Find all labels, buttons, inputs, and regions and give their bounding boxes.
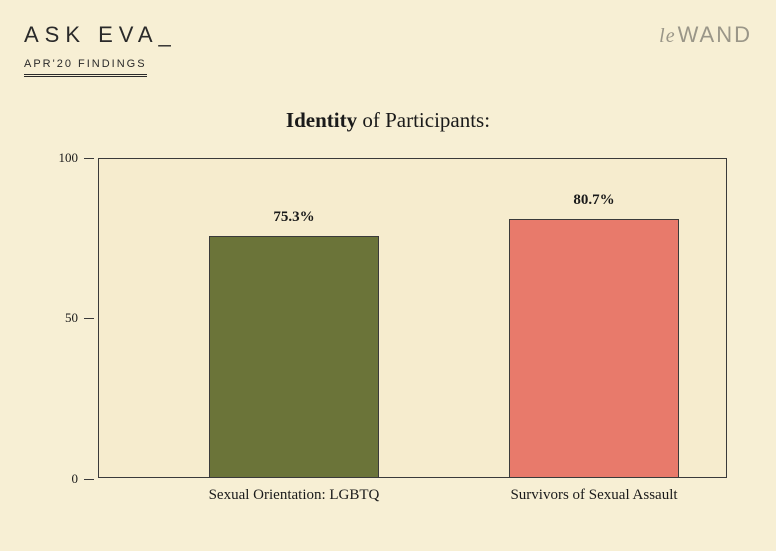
chart-title: Identity of Participants: — [0, 108, 776, 133]
bar — [209, 236, 379, 477]
brand-cursor: _ — [159, 22, 177, 47]
y-axis: 0 50 100 — [62, 158, 98, 478]
brand-block: ASK EVA_ APR'20 FINDINGS — [24, 22, 177, 77]
y-tick-label: 50 — [56, 310, 78, 326]
category-label: Sexual Orientation: LGBTQ — [164, 487, 424, 504]
logo-le: le — [659, 25, 675, 47]
bar — [509, 219, 679, 477]
logo-wand: WAND — [678, 22, 752, 47]
brand-name: ASK EVA — [24, 22, 159, 47]
chart-title-bold: Identity — [286, 108, 357, 132]
y-tick-label: 0 — [56, 471, 78, 487]
chart-area: 0 50 100 75.3% Sexual Orientation: LGBTQ… — [62, 158, 727, 478]
y-tick-label: 100 — [56, 150, 78, 166]
header: ASK EVA_ APR'20 FINDINGS leWAND — [24, 22, 752, 77]
bar-value-label: 80.7% — [509, 192, 679, 209]
brand-title: ASK EVA_ — [24, 22, 177, 48]
y-tick: 50 — [56, 310, 94, 326]
findings-label: APR'20 FINDINGS — [24, 58, 147, 77]
chart-title-rest: of Participants: — [357, 108, 490, 132]
y-tick-mark — [84, 479, 94, 480]
y-tick-mark — [84, 158, 94, 159]
category-label: Survivors of Sexual Assault — [464, 487, 724, 504]
bar-value-label: 75.3% — [209, 209, 379, 226]
y-tick: 100 — [56, 150, 94, 166]
y-tick-mark — [84, 318, 94, 319]
plot-area: 75.3% Sexual Orientation: LGBTQ 80.7% Su… — [98, 158, 727, 478]
y-tick: 0 — [56, 471, 94, 487]
logo: leWAND — [659, 22, 752, 48]
